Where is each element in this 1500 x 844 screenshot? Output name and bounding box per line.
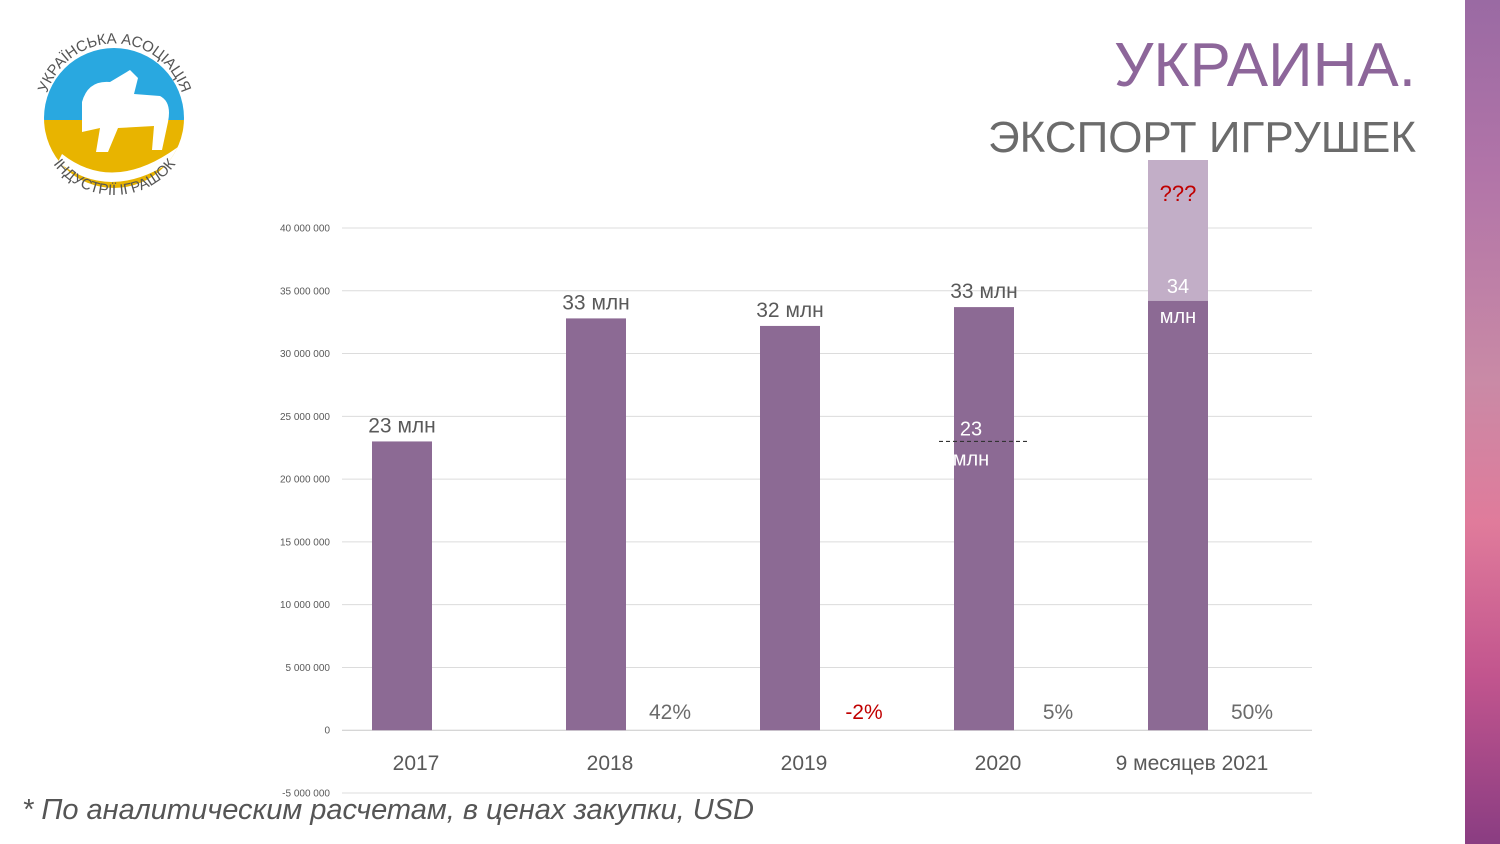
- x-category-label: 9 месяцев 2021: [1116, 752, 1269, 775]
- bar-4: [1148, 300, 1208, 731]
- page-subtitle: ЭКСПОРТ ИГРУШЕК: [988, 113, 1416, 162]
- bar-value-label: 33 млн: [562, 291, 629, 314]
- bar-0: [372, 441, 432, 731]
- bar-value-label: 33 млн: [950, 280, 1017, 303]
- y-tick-label: 35 000 000: [280, 286, 330, 297]
- y-tick-label: 20 000 000: [280, 475, 330, 486]
- bar-value-label: 32 млн: [756, 299, 823, 322]
- y-tick-label: 10 000 000: [280, 600, 330, 611]
- y-tick-label: 40 000 000: [280, 224, 330, 235]
- x-category-label: 2020: [975, 752, 1022, 775]
- y-tick-label: 0: [324, 726, 330, 737]
- extension-label: ???: [1160, 181, 1197, 206]
- x-category-label: 2018: [587, 752, 634, 775]
- y-tick-label: 5 000 000: [286, 663, 331, 674]
- bar-value-label: 34 млн: [1160, 276, 1196, 328]
- y-tick-label: 30 000 000: [280, 349, 330, 360]
- y-tick-label: -5 000 000: [282, 789, 330, 800]
- logo-horse: [82, 70, 169, 152]
- bar-1: [566, 318, 626, 731]
- bar-value-label: 23 млн: [368, 414, 435, 437]
- logo-rocker: [58, 140, 184, 182]
- reference-line-label: 23 млн: [953, 418, 989, 470]
- growth-label: 50%: [1231, 701, 1273, 724]
- bar-3: [954, 307, 1014, 731]
- y-tick-label: 25 000 000: [280, 412, 330, 423]
- y-tick-label: 15 000 000: [280, 537, 330, 548]
- growth-label: -2%: [845, 701, 882, 724]
- footnote: * По аналитическим расчетам, в ценах зак…: [22, 794, 754, 826]
- x-category-label: 2019: [781, 752, 828, 775]
- association-logo: УКРАЇНСЬКА АСОЦІАЦІЯ ІНДУСТРІЇ ІГРАШОК: [35, 30, 194, 199]
- bar-extension: [1148, 160, 1208, 301]
- bar-2: [760, 325, 820, 731]
- x-category-label: 2017: [393, 752, 440, 775]
- decorative-side-bar: [1465, 0, 1500, 844]
- growth-label: 5%: [1043, 701, 1073, 724]
- growth-label: 42%: [649, 701, 691, 724]
- page-title: УКРАИНА.: [1114, 31, 1416, 100]
